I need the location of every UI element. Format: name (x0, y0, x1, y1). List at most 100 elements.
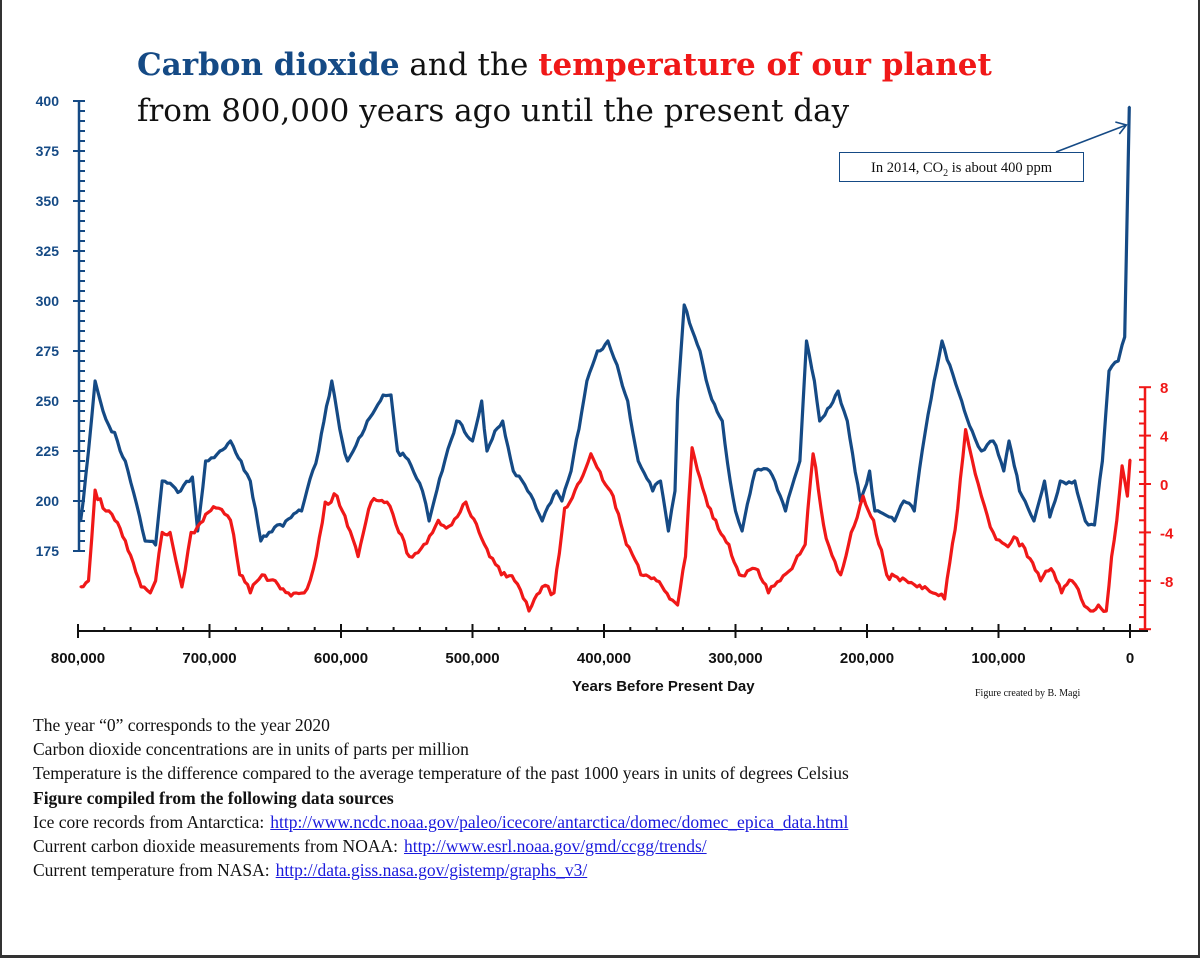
temperature-data-point (639, 573, 643, 576)
co2-data-point (229, 439, 232, 443)
co2-data-point (873, 509, 877, 513)
title-temperature: temperature of our planet (538, 47, 992, 83)
co2-data-point (1123, 335, 1126, 339)
co2-data-point (421, 489, 424, 493)
temperature-data-point (87, 579, 90, 582)
temperature-data-point (1026, 555, 1029, 558)
co2-data-point (740, 529, 744, 533)
temperature-tick-label: 8 (1160, 380, 1168, 397)
co2-tick-label: 175 (36, 543, 60, 559)
temperature-data-point (149, 591, 152, 595)
co2-data-point (734, 509, 737, 513)
temperature-data-point (260, 573, 264, 576)
source-link[interactable]: http://www.esrl.noaa.gov/gmd/ccgg/trends… (403, 836, 707, 857)
co2-data-point (555, 489, 558, 493)
co2-data-point (893, 519, 896, 523)
co2-data-point (971, 429, 974, 433)
co2-data-point (87, 449, 90, 453)
chart-title: Carbon dioxide and the temperature of ou… (137, 42, 992, 134)
annotation-box: In 2014, CO2 is about 400 ppm (839, 152, 1084, 182)
temperature-data-point (915, 585, 919, 589)
x-tick-label: 600,000 (314, 650, 368, 667)
co2-data-point (249, 479, 252, 483)
co2-data-point (818, 419, 821, 423)
temperature-data-point (312, 567, 315, 570)
co2-data-point (768, 469, 771, 473)
temperature-data-point (861, 494, 865, 498)
temperature-data-point (1097, 603, 1100, 607)
note-year-zero: The year “0” corresponds to the year 202… (33, 715, 330, 735)
source-noaa: Current carbon dioxide measurements from… (33, 834, 849, 858)
temperature-data-point (790, 567, 794, 570)
co2-data-point (191, 475, 194, 479)
co2-tick-label: 325 (36, 243, 60, 259)
title-line-1: Carbon dioxide and the temperature of ou… (137, 42, 992, 88)
co2-data-point (1116, 359, 1120, 363)
temperature-data-point (1039, 579, 1042, 582)
co2-data-point (540, 519, 544, 523)
co2-data-point (346, 459, 349, 463)
source-link[interactable]: http://www.ncdc.noaa.gov/paleo/icecore/a… (270, 811, 849, 832)
x-tick-label: 200,000 (840, 650, 894, 667)
notes: The year “0” corresponds to the year 202… (33, 713, 849, 882)
co2-data-point (239, 459, 243, 463)
co2-data-point (596, 349, 599, 353)
temperature-data-point (811, 452, 815, 455)
temperature-data-point (943, 597, 946, 601)
co2-data-point (455, 419, 458, 423)
temperature-data-point (980, 494, 983, 498)
co2-data-point (813, 379, 816, 383)
temperature-data-point (189, 531, 193, 534)
co2-data-point (948, 363, 952, 367)
source-link[interactable]: http://data.giss.nasa.gov/gistemp/graphs… (275, 860, 588, 881)
co2-data-point (204, 459, 207, 463)
co2-data-point (960, 399, 963, 403)
temperature-data-point (335, 494, 339, 498)
temperature-data-point (552, 591, 556, 595)
temperature-data-point (1003, 543, 1007, 546)
temperature-data-point (738, 573, 741, 576)
source-label: Ice core records from Antarctica: (33, 811, 265, 832)
co2-data-point (471, 439, 474, 443)
co2-data-point (143, 539, 147, 543)
co2-data-point (683, 303, 686, 307)
co2-data-point (1048, 515, 1051, 519)
co2-tick-label: 300 (36, 293, 60, 309)
temperature-data-point (1015, 537, 1019, 540)
co2-data-point (615, 363, 619, 367)
annotation-prefix: In 2014, CO (870, 160, 944, 176)
temperature-data-point (931, 591, 934, 595)
co2-data-point (396, 449, 399, 453)
temperature-data-point (500, 573, 503, 576)
co2-data-point (673, 489, 677, 493)
temperature-data-point (238, 573, 241, 576)
temperature-data-point (1070, 579, 1074, 582)
temperature-data-point (324, 500, 327, 504)
temperature-data-point (803, 543, 807, 546)
temperature-data-point (690, 446, 694, 449)
x-tick-label: 100,000 (971, 650, 1025, 667)
temperature-data-point (684, 555, 687, 558)
temperature-data-point (464, 500, 468, 504)
temperature-data-point (408, 555, 411, 558)
co2-data-point (659, 479, 662, 483)
temperature-data-point (93, 488, 97, 492)
co2-data-point (1043, 479, 1046, 483)
co2-data-point (427, 519, 431, 523)
temperature-data-point (850, 531, 853, 534)
temperature-data-point (160, 531, 164, 534)
temperature-data-point (204, 513, 207, 516)
temperature-data-point (1110, 555, 1113, 558)
co2-data-point (300, 509, 303, 513)
co2-data-point (1032, 519, 1036, 523)
title-line-2: from 800,000 years ago until the present… (137, 93, 850, 129)
temperature-data-point (168, 531, 172, 534)
co2-data-point (651, 489, 654, 493)
x-tick-label: 700,000 (182, 650, 236, 667)
temperature-data-point (154, 579, 157, 582)
temperature-data-point (754, 567, 757, 570)
co2-data-point (846, 419, 849, 423)
co2-data-point (560, 499, 564, 503)
co2-data-point (485, 449, 489, 453)
temperature-data-point (767, 591, 770, 595)
